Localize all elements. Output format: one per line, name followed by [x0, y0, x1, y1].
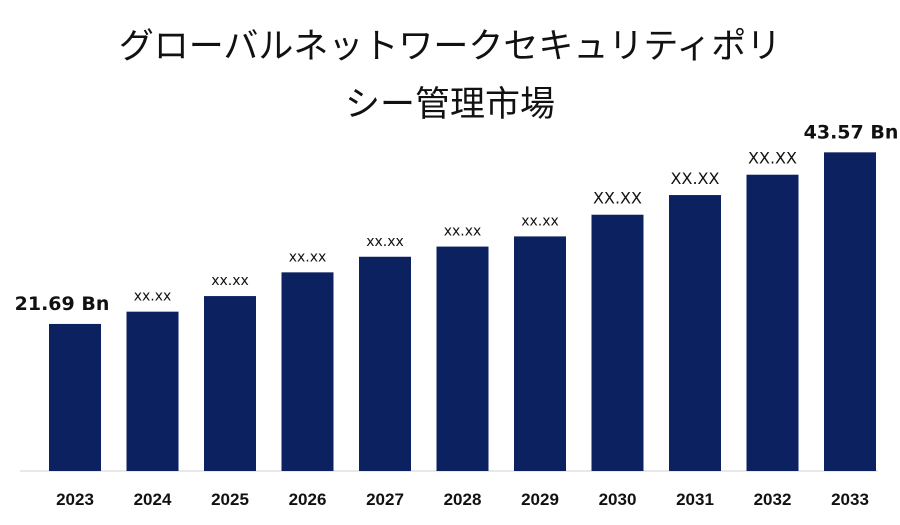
x-tick-2033: 2033: [831, 490, 869, 509]
value-label-2023: 21.69 Bn: [15, 293, 110, 315]
bar-2033: [824, 152, 876, 471]
bar-2029: [514, 236, 566, 471]
value-label-2033: 43.57 Bn: [804, 121, 899, 143]
x-tick-2030: 2030: [599, 490, 637, 509]
value-label-2030: XX.XX: [593, 189, 642, 208]
x-tick-2031: 2031: [676, 490, 714, 509]
x-tick-2024: 2024: [134, 490, 172, 509]
value-label-2025: xx.xx: [211, 273, 249, 289]
bar-2023: [49, 323, 101, 471]
bar-2025: [204, 296, 256, 471]
x-tick-2032: 2032: [754, 490, 792, 509]
bar-2026: [281, 272, 334, 471]
bar-2030: [591, 214, 644, 471]
x-tick-2027: 2027: [366, 490, 404, 509]
chart-title-line-2: シー管理市場: [344, 85, 555, 125]
value-label-2028: xx.xx: [444, 224, 482, 240]
chart-title-line-1: グローバルネットワークセキュリティポリ: [118, 27, 782, 67]
value-label-2026: xx.xx: [289, 249, 327, 265]
x-tick-2023: 2023: [56, 490, 94, 509]
x-tick-2028: 2028: [444, 490, 482, 509]
bar-2032: [746, 174, 799, 472]
bar-2024: [126, 311, 179, 471]
chart-title: グローバルネットワークセキュリティポリ シー管理市場: [0, 18, 900, 134]
value-label-2032: XX.XX: [748, 149, 797, 168]
value-label-2031: XX.XX: [671, 169, 720, 188]
value-label-2027: xx.xx: [366, 234, 404, 250]
bar-2031: [669, 195, 721, 471]
bar-2027: [359, 256, 411, 471]
bar-2028: [436, 246, 489, 471]
value-label-2024: xx.xx: [134, 289, 172, 305]
x-tick-2025: 2025: [211, 490, 249, 509]
x-tick-2029: 2029: [521, 490, 559, 509]
x-tick-2026: 2026: [289, 490, 327, 509]
value-label-2029: xx.xx: [521, 213, 559, 229]
